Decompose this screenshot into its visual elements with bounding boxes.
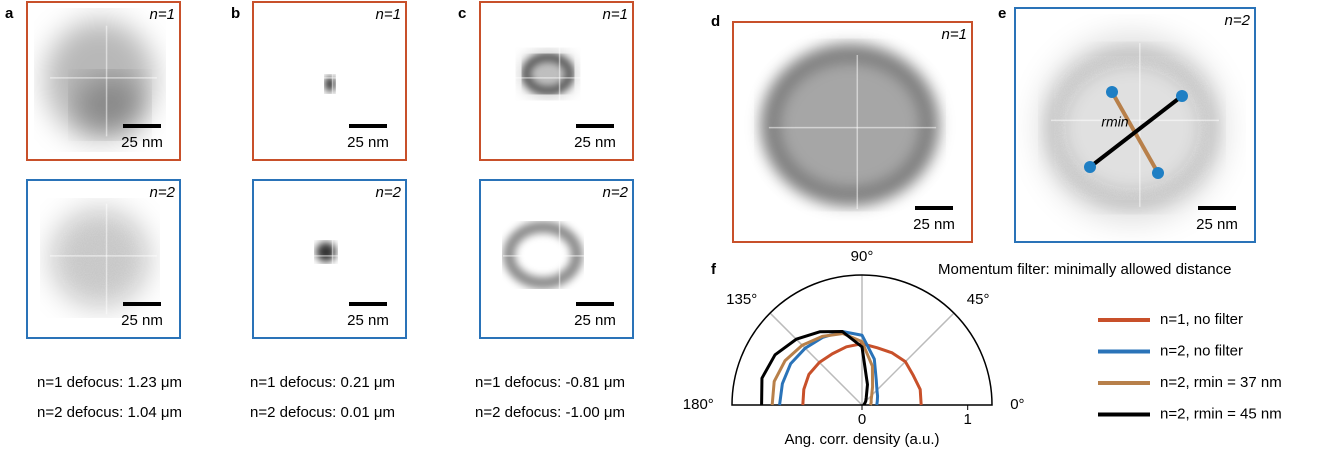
scale-bar: [576, 302, 614, 306]
image-content: [45, 20, 158, 140]
theta-tick-label: 180°: [683, 396, 714, 413]
image-tag: n=1: [150, 6, 175, 23]
panel-label: f: [711, 261, 717, 278]
ring: [763, 46, 937, 204]
scale-label: 25 nm: [1196, 216, 1238, 233]
image-panel: n=2 25 nm: [26, 179, 181, 339]
blob: [55, 213, 145, 303]
image-panel: n=2 25 nm: [252, 179, 407, 339]
scale-bar: [576, 124, 614, 128]
r-tick-label: 1: [964, 411, 972, 428]
scale-label: 25 nm: [913, 216, 955, 233]
legend-label: n=1, no filter: [1160, 311, 1243, 328]
image-panel: n=1 25 nm: [479, 1, 634, 161]
image-content: [502, 203, 611, 315]
image-tag: n=1: [603, 6, 628, 23]
ring: [1043, 45, 1221, 211]
image-content: [275, 203, 384, 315]
scale-label: 25 nm: [574, 312, 616, 329]
image-tag: n=2: [603, 184, 629, 201]
scale-label: 25 nm: [347, 134, 389, 151]
polar-line: [760, 329, 869, 406]
ring: [521, 52, 575, 96]
ring: [503, 221, 583, 289]
image-content: [762, 45, 938, 209]
polar-frame: [731, 274, 993, 406]
image-content: [49, 203, 158, 315]
endpoint: [1152, 167, 1164, 179]
image-tag: n=2: [1225, 12, 1251, 29]
panel-label: d: [711, 13, 720, 30]
image-panel: n=1 25 nm: [732, 21, 973, 243]
x-axis-label: Ang. corr. density (a.u.): [784, 431, 939, 448]
panel-label: a: [5, 5, 14, 22]
defocus-text: n=2 defocus: 0.01 μm: [250, 404, 395, 421]
rmin-line: [1088, 94, 1184, 169]
endpoint: [1176, 90, 1188, 102]
image-panel: n=1 25 nm: [26, 1, 181, 161]
scale-label: 25 nm: [574, 134, 616, 151]
defocus-text: n=2 defocus: 1.04 μm: [37, 404, 182, 421]
defocus-text: n=1 defocus: -0.81 μm: [475, 374, 625, 391]
scale-bar: [349, 124, 387, 128]
blob: [316, 242, 336, 262]
theta-tick-label: 135°: [726, 291, 757, 308]
theta-tick-label: 90°: [851, 248, 874, 265]
endpoint: [1084, 161, 1096, 173]
defocus-text: n=1 defocus: 0.21 μm: [250, 374, 395, 391]
image-panel: n=2 25 nm: [479, 179, 634, 339]
image-tag: n=1: [376, 6, 401, 23]
panel-label: c: [458, 5, 466, 22]
polar-line: [778, 329, 880, 406]
panel-label: e: [998, 5, 1006, 22]
blob: [75, 75, 145, 135]
polar-line: [770, 332, 875, 406]
image-panel: n=1 25 nm: [252, 1, 407, 161]
legend-label: n=2, no filter: [1160, 342, 1243, 359]
defocus-text: n=2 defocus: -1.00 μm: [475, 404, 625, 421]
scale-label: 25 nm: [121, 134, 163, 151]
scale-bar: [349, 302, 387, 306]
legend-title: Momentum filter: minimally allowed dista…: [938, 261, 1231, 278]
scale-label: 25 nm: [121, 312, 163, 329]
grid-line: [769, 312, 863, 406]
image-content: [275, 25, 384, 137]
endpoint: [1106, 86, 1118, 98]
image-tag: n=2: [376, 184, 402, 201]
theta-tick-label: 45°: [967, 291, 990, 308]
defocus-text: n=1 defocus: 1.23 μm: [37, 374, 182, 391]
scale-label: 25 nm: [347, 312, 389, 329]
r-tick-label: 0: [858, 411, 866, 428]
scale-bar: [123, 302, 161, 306]
image-tag: n=2: [150, 184, 176, 201]
scale-bar: [915, 206, 953, 210]
theta-tick-label: 0°: [1010, 396, 1024, 413]
panel-label: b: [231, 5, 240, 22]
legend-label: n=2, rmin = 45 nm: [1160, 405, 1282, 422]
image-content: [502, 25, 611, 137]
image-tag: n=1: [942, 26, 967, 43]
annotation: rmin: [1101, 114, 1128, 130]
scale-bar: [123, 124, 161, 128]
scale-bar: [1198, 206, 1236, 210]
image-panel: n=2 25 nm: [1014, 7, 1256, 243]
blob: [762, 45, 938, 205]
legend-label: n=2, rmin = 37 nm: [1160, 374, 1282, 391]
